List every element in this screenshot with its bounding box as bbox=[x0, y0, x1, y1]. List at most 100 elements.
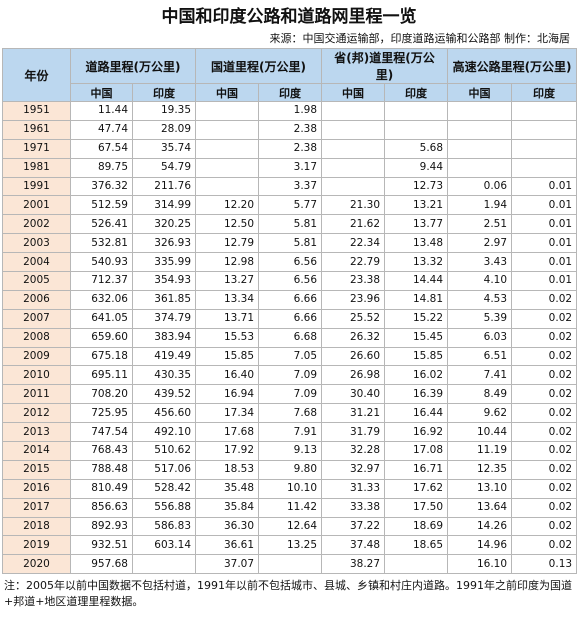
year-cell: 2017 bbox=[2, 497, 71, 518]
expressway-china-cell: 4.53 bbox=[447, 289, 513, 310]
road-india-cell: 510.62 bbox=[131, 441, 197, 461]
table-row: 1951 11.44 19.35 1.98 bbox=[2, 101, 578, 121]
year-cell: 2014 bbox=[2, 441, 71, 461]
national-india-cell: 5.81 bbox=[258, 233, 323, 254]
road-india-cell bbox=[131, 554, 197, 575]
year-cell: 2003 bbox=[2, 233, 71, 254]
provincial-india-cell: 15.22 bbox=[384, 308, 449, 329]
expressway-china-cell: 12.35 bbox=[447, 459, 513, 480]
road-china-cell: 932.51 bbox=[70, 535, 133, 556]
road-india-cell: 528.42 bbox=[131, 478, 197, 499]
national-china-cell: 35.84 bbox=[195, 497, 260, 518]
national-china-cell: 15.85 bbox=[195, 346, 260, 367]
table-row: 2006 632.06 361.85 13.34 6.66 23.96 14.81 4.53 0… bbox=[2, 289, 578, 310]
expressway-china-cell bbox=[447, 138, 513, 159]
table-row: 2015 788.48 517.06 18.53 9.80 32.97 16.71 12.35… bbox=[2, 459, 578, 480]
provincial-china-cell: 31.21 bbox=[321, 403, 386, 424]
provincial-china-cell: 26.60 bbox=[321, 346, 386, 367]
national-india-cell: 7.09 bbox=[258, 365, 323, 386]
national-india-cell: 1.98 bbox=[258, 101, 323, 121]
provincial-india-cell bbox=[384, 554, 449, 575]
provincial-china-cell: 30.40 bbox=[321, 384, 386, 405]
expressway-india-cell: 0.02 bbox=[511, 308, 578, 329]
expressway-china-cell: 4.10 bbox=[447, 271, 513, 291]
provincial-india-cell: 13.77 bbox=[384, 214, 449, 235]
footnote: 注：2005年以前中国数据不包括村道，1991年以前不包括城市、县城、乡镇和村庄… bbox=[4, 579, 572, 609]
expressway-china-cell bbox=[447, 119, 513, 140]
group-header-expressway: 高速公路里程(万公里) bbox=[447, 48, 578, 84]
table-row: 2016 810.49 528.42 35.48 10.10 31.33 17.62 13.1… bbox=[2, 478, 578, 499]
provincial-china-cell: 21.30 bbox=[321, 195, 386, 216]
road-china-cell: 512.59 bbox=[70, 195, 133, 216]
year-cell: 2002 bbox=[2, 214, 71, 235]
expressway-china-cell: 6.03 bbox=[447, 327, 513, 348]
national-india-cell: 7.68 bbox=[258, 403, 323, 424]
national-china-cell bbox=[195, 157, 260, 178]
expressway-india-cell: 0.01 bbox=[511, 195, 578, 216]
road-china-cell: 695.11 bbox=[70, 365, 133, 386]
provincial-china-cell bbox=[321, 176, 386, 197]
expressway-india-cell bbox=[511, 101, 578, 121]
table-row: 2010 695.11 430.35 16.40 7.09 26.98 16.02 7.41 0… bbox=[2, 365, 578, 386]
road-china-cell: 957.68 bbox=[70, 554, 133, 575]
expressway-india-cell: 0.02 bbox=[511, 497, 578, 518]
table-row: 2007 641.05 374.79 13.71 6.66 25.52 15.22 5.39 0… bbox=[2, 308, 578, 329]
road-china-cell: 725.95 bbox=[70, 403, 133, 424]
year-cell: 2001 bbox=[2, 195, 71, 216]
expressway-india-cell: 0.02 bbox=[511, 478, 578, 499]
sub-header-china: 中国 bbox=[447, 83, 513, 102]
table-row: 2001 512.59 314.99 12.20 5.77 21.30 13.21 1.94 0… bbox=[2, 195, 578, 216]
sub-header-china: 中国 bbox=[70, 83, 133, 102]
road-india-cell: 556.88 bbox=[131, 497, 197, 518]
expressway-china-cell bbox=[447, 157, 513, 178]
year-cell: 2004 bbox=[2, 252, 71, 273]
provincial-india-cell: 16.71 bbox=[384, 459, 449, 480]
provincial-china-cell: 32.28 bbox=[321, 441, 386, 461]
expressway-china-cell bbox=[447, 101, 513, 121]
provincial-china-cell bbox=[321, 119, 386, 140]
road-china-cell: 856.63 bbox=[70, 497, 133, 518]
provincial-india-cell: 18.65 bbox=[384, 535, 449, 556]
year-cell: 2011 bbox=[2, 384, 71, 405]
sub-header-china: 中国 bbox=[321, 83, 386, 102]
table-row: 2004 540.93 335.99 12.98 6.56 22.79 13.32 3.43 0… bbox=[2, 252, 578, 273]
table-row: 2020 957.68 37.07 38.27 16.10 0.13 bbox=[2, 554, 578, 575]
national-india-cell: 9.13 bbox=[258, 441, 323, 461]
expressway-india-cell: 0.02 bbox=[511, 346, 578, 367]
provincial-india-cell: 13.48 bbox=[384, 233, 449, 254]
national-india-cell bbox=[258, 554, 323, 575]
national-india-cell: 6.68 bbox=[258, 327, 323, 348]
table-body: 1951 11.44 19.35 1.98 1961 47.74 28.09 2.38 1971… bbox=[2, 101, 578, 575]
expressway-india-cell: 0.02 bbox=[511, 441, 578, 461]
national-china-cell: 17.68 bbox=[195, 422, 260, 443]
road-india-cell: 603.14 bbox=[131, 535, 197, 556]
road-china-cell: 768.43 bbox=[70, 441, 133, 461]
group-header-provincial: 省(邦)道里程(万公里) bbox=[321, 48, 449, 84]
expressway-india-cell: 0.01 bbox=[511, 176, 578, 197]
provincial-china-cell: 23.38 bbox=[321, 271, 386, 291]
road-china-cell: 532.81 bbox=[70, 233, 133, 254]
provincial-china-cell: 33.38 bbox=[321, 497, 386, 518]
year-cell: 1991 bbox=[2, 176, 71, 197]
year-cell: 1971 bbox=[2, 138, 71, 159]
national-china-cell: 37.07 bbox=[195, 554, 260, 575]
year-cell: 1951 bbox=[2, 101, 71, 121]
provincial-china-cell: 31.33 bbox=[321, 478, 386, 499]
road-mileage-table: 年份 道路里程(万公里) 国道里程(万公里) 省(邦)道里程(万公里) 高速公路… bbox=[2, 48, 578, 575]
year-cell: 2012 bbox=[2, 403, 71, 424]
year-cell: 2016 bbox=[2, 478, 71, 499]
national-india-cell: 13.25 bbox=[258, 535, 323, 556]
road-china-cell: 892.93 bbox=[70, 516, 133, 537]
road-china-cell: 641.05 bbox=[70, 308, 133, 329]
national-india-cell: 11.42 bbox=[258, 497, 323, 518]
road-china-cell: 659.60 bbox=[70, 327, 133, 348]
provincial-india-cell: 14.44 bbox=[384, 271, 449, 291]
expressway-china-cell: 13.10 bbox=[447, 478, 513, 499]
road-india-cell: 430.35 bbox=[131, 365, 197, 386]
road-india-cell: 335.99 bbox=[131, 252, 197, 273]
national-india-cell: 6.56 bbox=[258, 271, 323, 291]
provincial-india-cell: 18.69 bbox=[384, 516, 449, 537]
year-header: 年份 bbox=[2, 48, 71, 102]
provincial-china-cell bbox=[321, 157, 386, 178]
road-india-cell: 439.52 bbox=[131, 384, 197, 405]
